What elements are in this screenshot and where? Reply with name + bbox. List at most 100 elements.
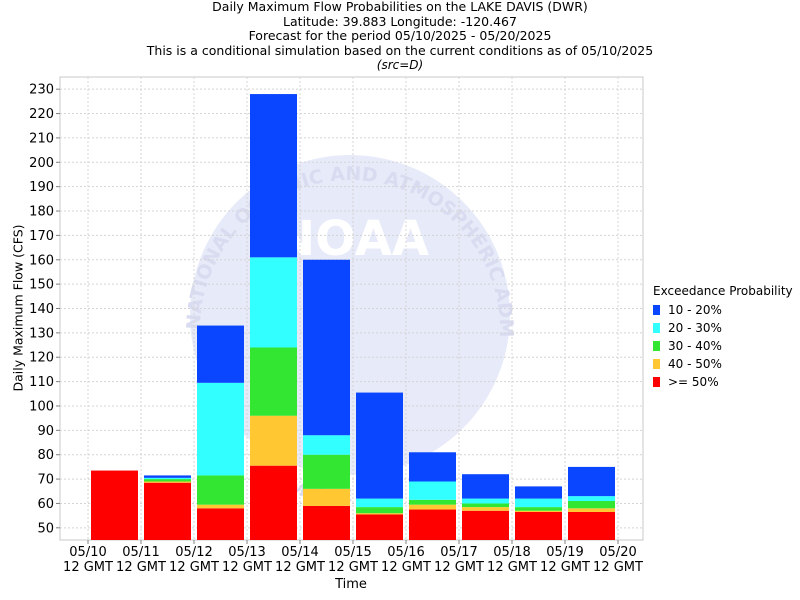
y-tick-label: 170: [29, 229, 54, 244]
bar-segment: [462, 507, 509, 511]
chart-subtitle-period: Forecast for the period 05/10/2025 - 05/…: [248, 28, 552, 43]
bar-segment: [409, 481, 456, 500]
chart-title-block: Daily Maximum Flow Probabilities on the …: [0, 0, 800, 73]
bar-segment: [91, 470, 138, 540]
bar-segment: [568, 508, 615, 512]
legend-title: Exceedance Probability: [653, 284, 793, 298]
legend-item-40-50: 40 - 50%: [653, 355, 793, 373]
x-tick-label-date: 05/17: [440, 545, 477, 560]
bar-segment: [197, 382, 244, 476]
y-tick-label: 200: [29, 156, 54, 171]
x-tick-label-date: 05/14: [281, 545, 318, 560]
x-tick-label-time: 12 GMT: [328, 560, 378, 575]
bar-segment: [356, 507, 403, 514]
bar-segment: [303, 488, 350, 506]
bar-segment: [515, 510, 562, 512]
y-tick-label: 150: [29, 278, 54, 293]
x-tick-label-time: 12 GMT: [116, 560, 166, 575]
bar-segment: [144, 475, 191, 478]
x-tick-label-time: 12 GMT: [434, 560, 484, 575]
legend-label-30-40: 30 - 40%: [668, 339, 722, 353]
bar-segment: [197, 504, 244, 509]
bar-segment: [568, 466, 615, 497]
y-tick-label: 220: [29, 107, 54, 122]
x-tick-label-time: 12 GMT: [63, 560, 113, 575]
bar-segment: [303, 435, 350, 455]
x-tick-label-date: 05/19: [546, 545, 583, 560]
chart-title: Daily Maximum Flow Probabilities on the …: [212, 0, 588, 14]
y-tick-label: 50: [37, 521, 54, 536]
bar-segment: [197, 508, 244, 540]
legend-item-20-30: 20 - 30%: [653, 319, 793, 337]
bar-segment: [409, 504, 456, 510]
chart-subtitle-conditions: This is a conditional simulation based o…: [146, 42, 654, 58]
legend: Exceedance Probability 10 - 20% 20 - 30%…: [653, 284, 793, 391]
legend-label-10-20: 10 - 20%: [668, 303, 722, 317]
bar-segment: [462, 503, 509, 508]
y-tick-label: 60: [37, 497, 54, 512]
x-tick-label-time: 12 GMT: [222, 560, 272, 575]
x-tick-label-date: 05/20: [599, 545, 636, 560]
bar-segment: [462, 498, 509, 504]
legend-label-20-30: 20 - 30%: [668, 321, 722, 335]
axes: 50 60 70 80 90 100 110 120 130 140 150 160 170 180 190…: [29, 83, 643, 575]
bar-segment: [303, 454, 350, 489]
y-tick-label: 130: [29, 326, 54, 341]
x-tick-label-date: 05/18: [493, 545, 530, 560]
y-tick-label: 80: [37, 448, 54, 463]
x-tick-label-time: 12 GMT: [275, 560, 325, 575]
legend-label-40-50: 40 - 50%: [668, 357, 722, 371]
bar-segment: [515, 498, 562, 508]
y-tick-label: 180: [29, 205, 54, 220]
legend-item-30-40: 30 - 40%: [653, 337, 793, 355]
y-tick-label: 90: [37, 424, 54, 439]
x-tick-label-date: 05/13: [228, 545, 265, 560]
bar-segment: [197, 475, 244, 505]
bar-segment: [515, 486, 562, 499]
x-tick-label-time: 12 GMT: [487, 560, 537, 575]
bar-segment: [462, 510, 509, 540]
y-tick-label: 160: [29, 253, 54, 268]
y-tick-label: 140: [29, 302, 54, 317]
x-axis-label: Time: [335, 577, 367, 592]
bar-segment: [144, 477, 191, 480]
bar-group: [91, 94, 615, 540]
bar-segment: [515, 507, 562, 511]
bar-segment: [568, 496, 615, 502]
watermark-noaa-text: NOAA: [275, 211, 429, 267]
bar-segment: [356, 513, 403, 515]
y-tick-label: 210: [29, 131, 54, 146]
x-tick-label-date: 05/11: [122, 545, 159, 560]
bar-segment: [568, 501, 615, 509]
bar-segment: [144, 482, 191, 540]
legend-swatch-20-30: [653, 323, 660, 333]
bar-segment: [144, 481, 191, 483]
x-tick-label-time: 12 GMT: [593, 560, 643, 575]
bar-segment: [144, 479, 191, 482]
x-tick-label-date: 05/12: [175, 545, 212, 560]
bar-segment: [462, 474, 509, 499]
bar-segment: [515, 511, 562, 540]
bar-segment: [303, 259, 350, 436]
legend-swatch-40-50: [653, 359, 660, 369]
bar-segment: [409, 499, 456, 505]
bar-segment: [409, 452, 456, 482]
x-tick-label-time: 12 GMT: [381, 560, 431, 575]
bar-segment: [250, 465, 297, 540]
legend-item-10-20: 10 - 20%: [653, 301, 793, 319]
x-tick-label-date: 05/10: [69, 545, 106, 560]
y-tick-label: 230: [29, 83, 54, 98]
bar-segment: [356, 498, 403, 508]
x-tick-label-date: 05/16: [387, 545, 424, 560]
y-tick-label: 190: [29, 180, 54, 195]
bar-segment: [356, 392, 403, 499]
x-tick-label-time: 12 GMT: [540, 560, 590, 575]
chart-subtitle-location: Latitude: 39.883 Longitude: -120.467: [283, 13, 517, 29]
legend-label-over-50: >= 50%: [668, 375, 719, 389]
x-tick-label-date: 05/15: [334, 545, 371, 560]
bar-segment: [568, 511, 615, 540]
legend-swatch-10-20: [653, 305, 660, 315]
bar-segment: [250, 415, 297, 466]
legend-item-over-50: >= 50%: [653, 373, 793, 391]
